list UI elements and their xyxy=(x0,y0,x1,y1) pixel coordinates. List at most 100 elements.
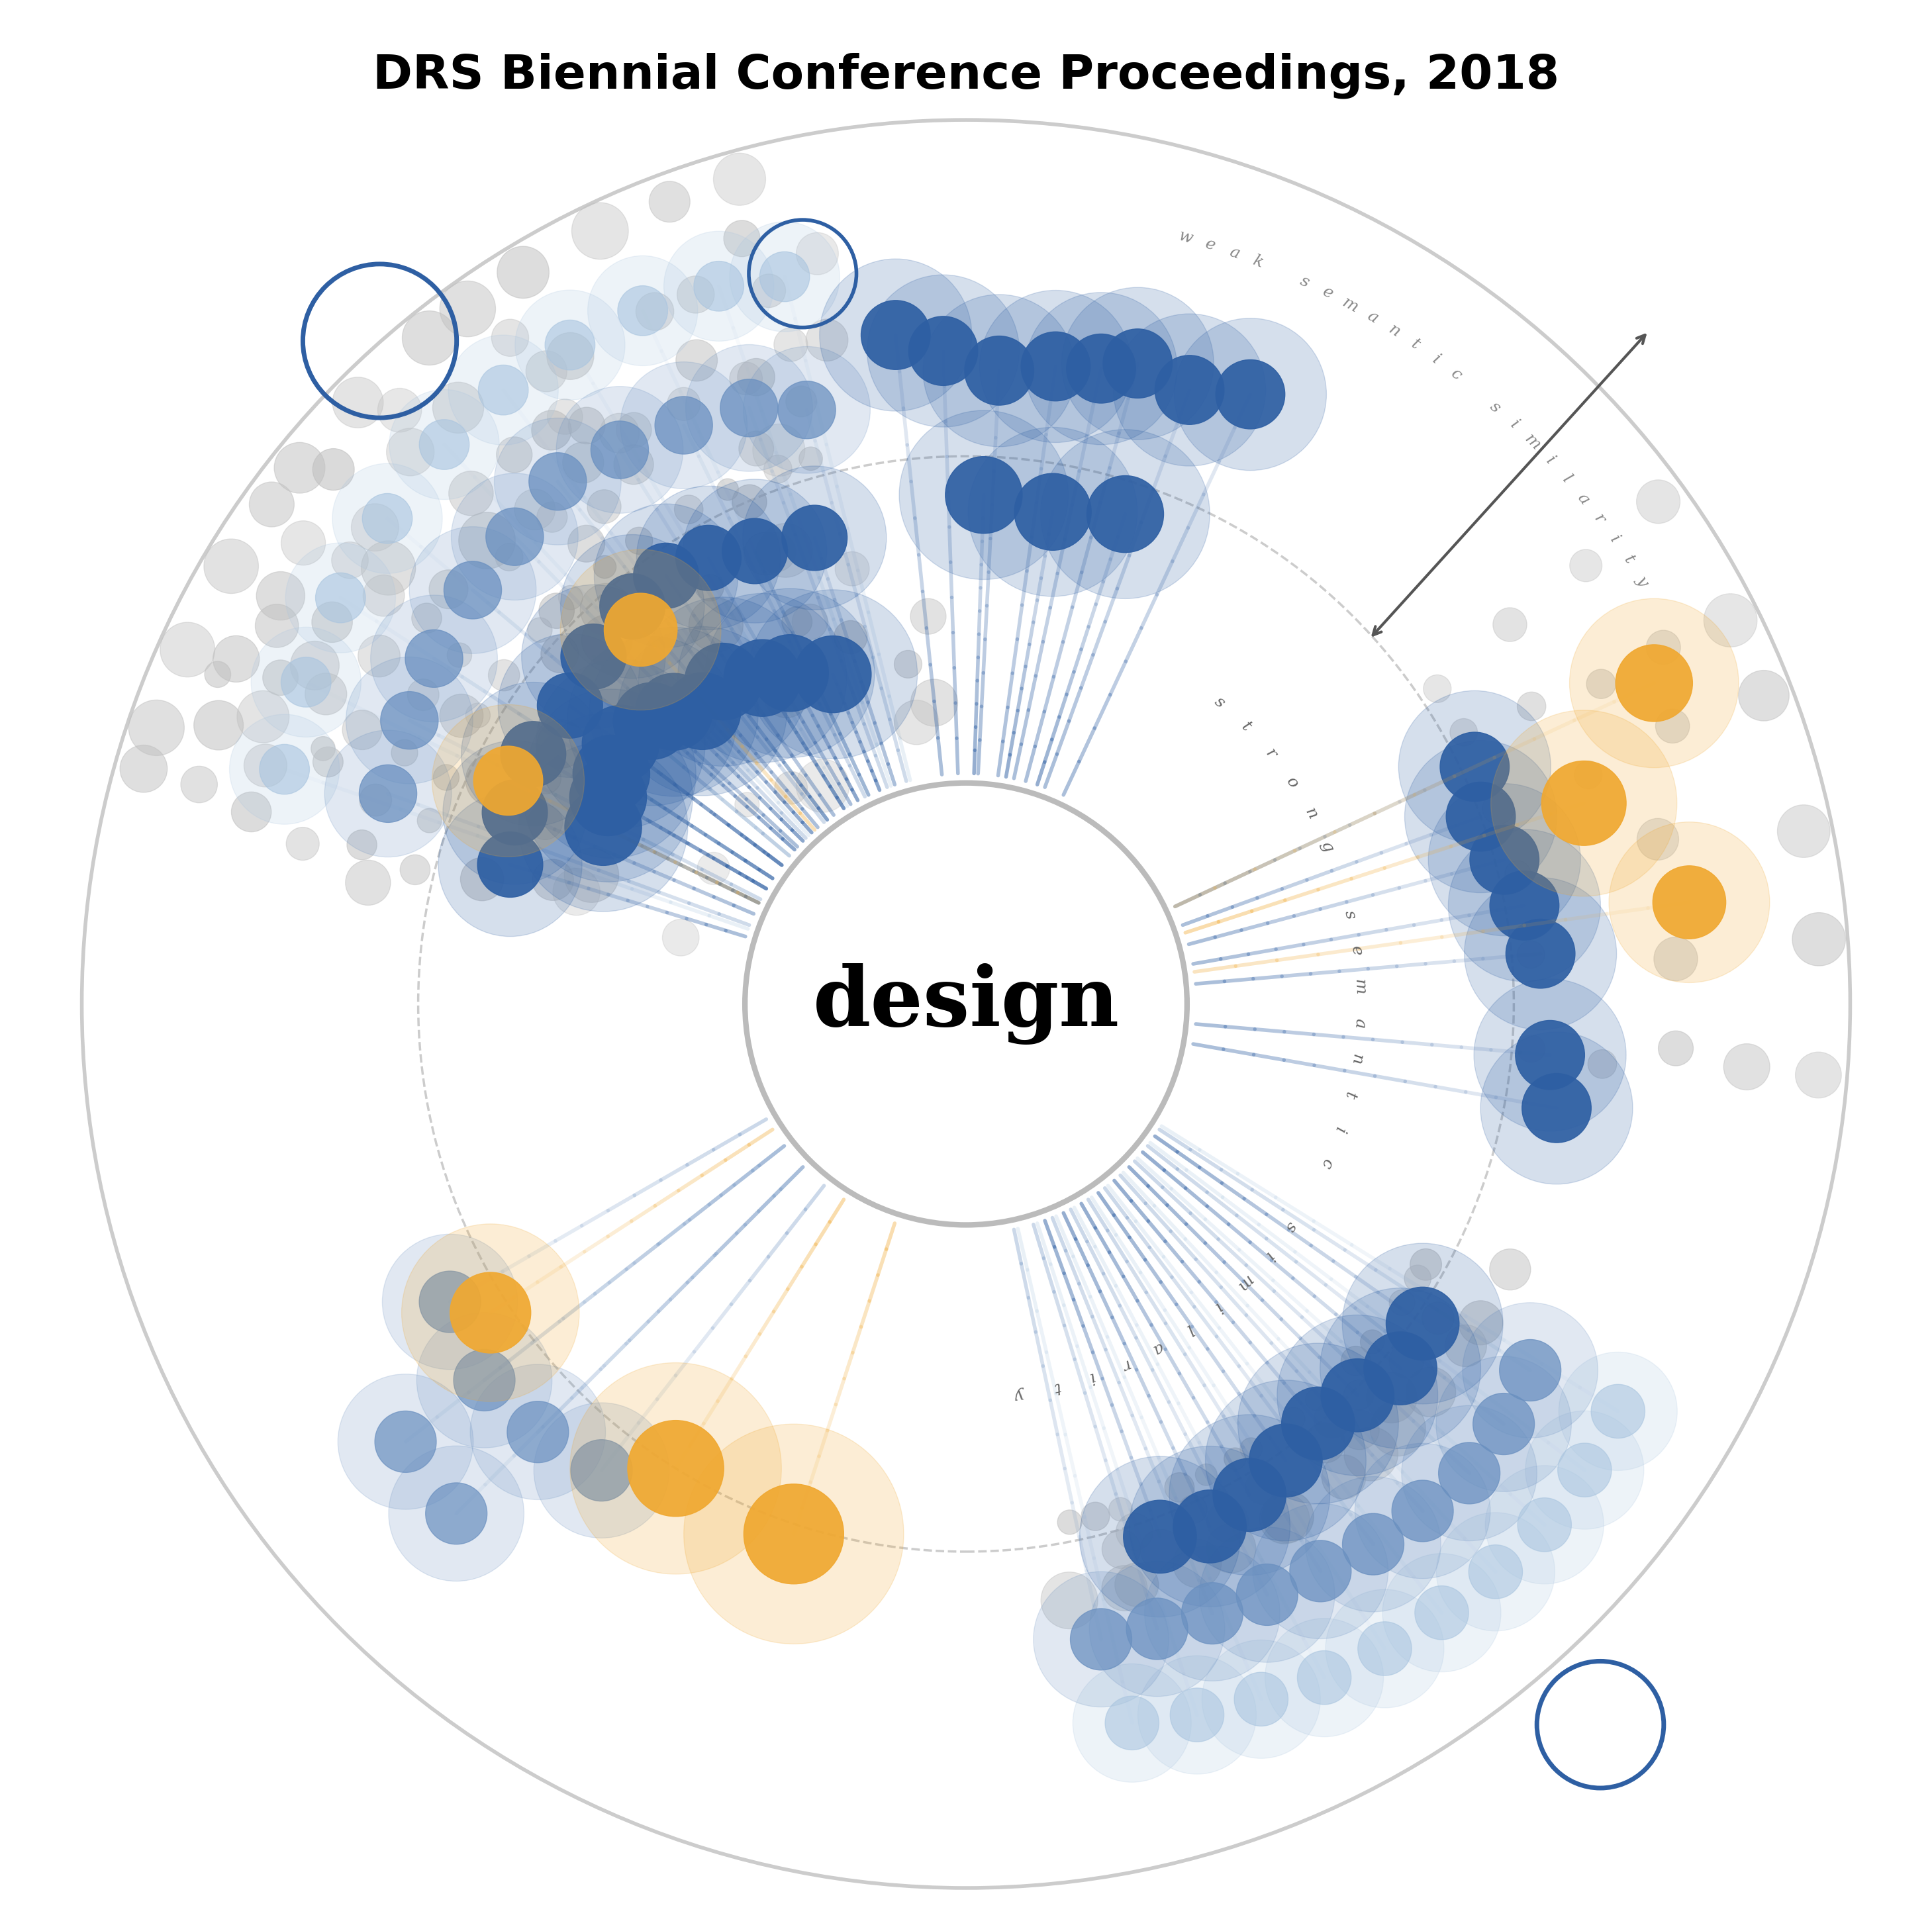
Circle shape xyxy=(410,527,537,653)
Circle shape xyxy=(794,635,871,713)
Circle shape xyxy=(819,259,972,411)
Circle shape xyxy=(439,794,582,937)
Circle shape xyxy=(684,643,761,720)
Circle shape xyxy=(1061,288,1213,440)
Circle shape xyxy=(752,635,829,711)
Circle shape xyxy=(1358,1622,1412,1676)
Circle shape xyxy=(120,745,168,792)
Text: t: t xyxy=(1621,552,1636,568)
Circle shape xyxy=(425,1483,487,1545)
Circle shape xyxy=(690,599,744,653)
Text: i: i xyxy=(1331,1126,1347,1135)
Circle shape xyxy=(1182,1583,1242,1643)
Circle shape xyxy=(1236,1564,1298,1626)
Circle shape xyxy=(444,562,502,620)
Circle shape xyxy=(568,525,605,562)
Circle shape xyxy=(800,446,823,471)
Circle shape xyxy=(545,321,595,371)
Circle shape xyxy=(1445,1325,1486,1367)
Text: t: t xyxy=(1408,336,1422,353)
Circle shape xyxy=(230,714,340,825)
Circle shape xyxy=(497,247,549,297)
Text: a: a xyxy=(1575,490,1592,508)
Circle shape xyxy=(1130,1446,1291,1607)
Circle shape xyxy=(238,691,290,743)
Circle shape xyxy=(1468,1545,1522,1599)
Circle shape xyxy=(835,552,869,585)
Circle shape xyxy=(1569,550,1602,581)
Circle shape xyxy=(1291,1541,1350,1603)
Circle shape xyxy=(1103,328,1173,398)
Circle shape xyxy=(1020,332,1090,402)
Circle shape xyxy=(286,826,319,859)
Circle shape xyxy=(529,763,560,794)
Circle shape xyxy=(1505,919,1575,989)
Circle shape xyxy=(1072,1665,1192,1782)
Circle shape xyxy=(589,628,759,796)
Circle shape xyxy=(527,689,696,857)
Circle shape xyxy=(705,589,875,757)
Circle shape xyxy=(251,628,361,738)
Circle shape xyxy=(495,543,524,572)
Circle shape xyxy=(1464,877,1617,1029)
Text: l: l xyxy=(1182,1321,1196,1336)
Circle shape xyxy=(713,153,765,205)
Circle shape xyxy=(1090,1560,1225,1697)
Circle shape xyxy=(1439,732,1509,801)
Circle shape xyxy=(315,574,365,624)
Circle shape xyxy=(454,1350,516,1412)
Circle shape xyxy=(506,1402,568,1464)
Circle shape xyxy=(263,660,298,695)
Circle shape xyxy=(1505,861,1530,886)
Circle shape xyxy=(1777,805,1830,857)
Circle shape xyxy=(1492,711,1677,896)
Circle shape xyxy=(1252,1504,1387,1639)
Circle shape xyxy=(676,525,742,591)
Circle shape xyxy=(665,672,740,749)
Circle shape xyxy=(862,301,931,369)
Text: s: s xyxy=(1298,272,1312,290)
Circle shape xyxy=(968,427,1138,597)
Circle shape xyxy=(205,539,259,593)
Circle shape xyxy=(392,740,417,767)
Text: t: t xyxy=(1238,718,1254,734)
Circle shape xyxy=(1206,1381,1366,1541)
Circle shape xyxy=(553,869,601,915)
Circle shape xyxy=(332,377,383,429)
Circle shape xyxy=(1424,674,1451,703)
Circle shape xyxy=(1463,1303,1598,1439)
Circle shape xyxy=(1522,1074,1592,1143)
Circle shape xyxy=(1490,1249,1530,1290)
Circle shape xyxy=(630,686,655,711)
Circle shape xyxy=(1115,1562,1159,1607)
Circle shape xyxy=(599,574,665,639)
Circle shape xyxy=(1449,830,1600,981)
Circle shape xyxy=(305,674,346,714)
Circle shape xyxy=(419,419,469,469)
Circle shape xyxy=(547,400,583,434)
Circle shape xyxy=(835,620,867,655)
Circle shape xyxy=(717,479,738,500)
Circle shape xyxy=(522,585,665,728)
Circle shape xyxy=(560,535,705,678)
Circle shape xyxy=(724,639,800,716)
Text: c: c xyxy=(1318,1157,1335,1170)
Circle shape xyxy=(363,494,412,543)
Circle shape xyxy=(547,332,593,380)
Circle shape xyxy=(1389,1344,1424,1379)
Circle shape xyxy=(535,658,705,828)
Circle shape xyxy=(591,421,649,479)
Text: i: i xyxy=(1605,533,1621,546)
Circle shape xyxy=(738,431,773,465)
Circle shape xyxy=(280,657,330,707)
Circle shape xyxy=(1422,1301,1455,1334)
Circle shape xyxy=(518,742,688,911)
Circle shape xyxy=(311,736,334,761)
Circle shape xyxy=(1320,1288,1480,1448)
Circle shape xyxy=(1306,1477,1441,1612)
Circle shape xyxy=(526,351,566,392)
Circle shape xyxy=(738,359,775,396)
Circle shape xyxy=(628,1421,724,1516)
Circle shape xyxy=(1235,1672,1289,1726)
Circle shape xyxy=(1122,1500,1196,1574)
